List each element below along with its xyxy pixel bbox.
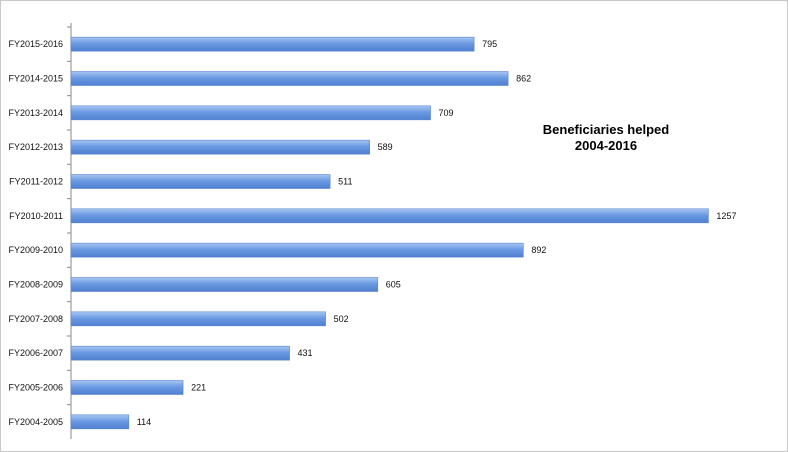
- category-label: FY2014-2015: [8, 74, 63, 84]
- bar-fy2008-2009: [70, 277, 379, 292]
- bar-fy2013-2014: [70, 105, 431, 121]
- category-label: FY2009-2010: [8, 245, 63, 255]
- category-label: FY2008-2009: [8, 280, 63, 290]
- value-label: 892: [531, 245, 546, 255]
- bar-fy2015-2016: [70, 36, 475, 52]
- category-label: FY2013-2014: [8, 108, 63, 118]
- bar-fy2005-2006: [70, 380, 184, 395]
- bar-fy2012-2013: [70, 139, 370, 155]
- category-label: FY2004-2005: [8, 417, 63, 427]
- category-label: FY2011-2012: [9, 177, 63, 187]
- bar-fy2006-2007: [70, 345, 290, 361]
- value-label: 589: [378, 142, 393, 152]
- bar-fy2010-2011: [70, 208, 709, 224]
- axis-layer: [67, 23, 72, 439]
- value-label: 605: [386, 280, 401, 290]
- category-label: FY2007-2008: [8, 314, 63, 324]
- bar-fy2014-2015: [70, 71, 509, 86]
- value-label: 862: [516, 74, 531, 84]
- category-label: FY2015-2016: [8, 39, 63, 49]
- category-label: FY2012-2013: [8, 142, 63, 152]
- labels-layer: FY2015-2016 795 FY2014-2015 862 FY2013-2014 7…: [8, 39, 736, 427]
- chart-title: Beneficiaries helped 2004-2016: [543, 122, 669, 153]
- category-label: FY2010-2011: [9, 211, 63, 221]
- bar-fy2011-2012: [70, 174, 331, 189]
- value-label: 795: [482, 39, 497, 49]
- chart-title-line: Beneficiaries helped: [543, 122, 669, 137]
- value-label: 709: [439, 108, 454, 118]
- chart-title-line: 2004-2016: [575, 138, 637, 153]
- category-label: FY2006-2007: [8, 348, 63, 358]
- bar-fy2004-2005: [70, 414, 130, 430]
- value-label: 502: [334, 314, 349, 324]
- bars-layer: [70, 36, 709, 430]
- value-label: 114: [137, 417, 151, 427]
- value-label: 431: [298, 348, 313, 358]
- bar-fy2007-2008: [70, 311, 326, 327]
- bar-fy2009-2010: [70, 242, 524, 258]
- value-label: 1257: [716, 211, 736, 221]
- value-label: 221: [191, 383, 206, 393]
- value-label: 511: [338, 177, 352, 187]
- category-label: FY2005-2006: [8, 383, 63, 393]
